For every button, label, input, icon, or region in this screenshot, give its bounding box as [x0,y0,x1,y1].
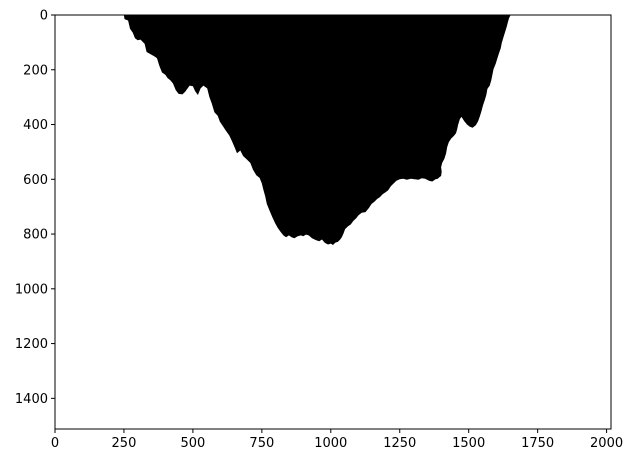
y-tick-label: 800 [23,228,48,243]
plot-area [54,14,612,430]
y-tick-label: 200 [23,63,48,78]
x-tick-label: 750 [249,436,274,451]
axes-frame [54,14,612,430]
x-tick-label: 0 [51,436,59,451]
x-tick-label: 1250 [383,436,416,451]
x-tick-label: 2000 [590,436,623,451]
y-tick-label: 1400 [15,392,48,407]
image-dark-region [123,15,511,245]
y-tick-label: 0 [40,9,48,24]
x-tick-label: 1750 [521,436,554,451]
x-tick-label: 1000 [314,436,347,451]
x-tick-label: 250 [112,436,137,451]
y-tick-label: 1200 [15,337,48,352]
y-tick-label: 1000 [15,282,48,297]
y-axis: 0 200 400 600 800 1000 1200 1400 [15,9,55,407]
y-tick-label: 400 [23,118,48,133]
y-tick-label: 600 [23,173,48,188]
x-tick-label: 1500 [452,436,485,451]
x-tick-label: 500 [180,436,205,451]
x-axis: 0 250 500 750 1000 1250 1500 1750 2000 [51,429,623,451]
